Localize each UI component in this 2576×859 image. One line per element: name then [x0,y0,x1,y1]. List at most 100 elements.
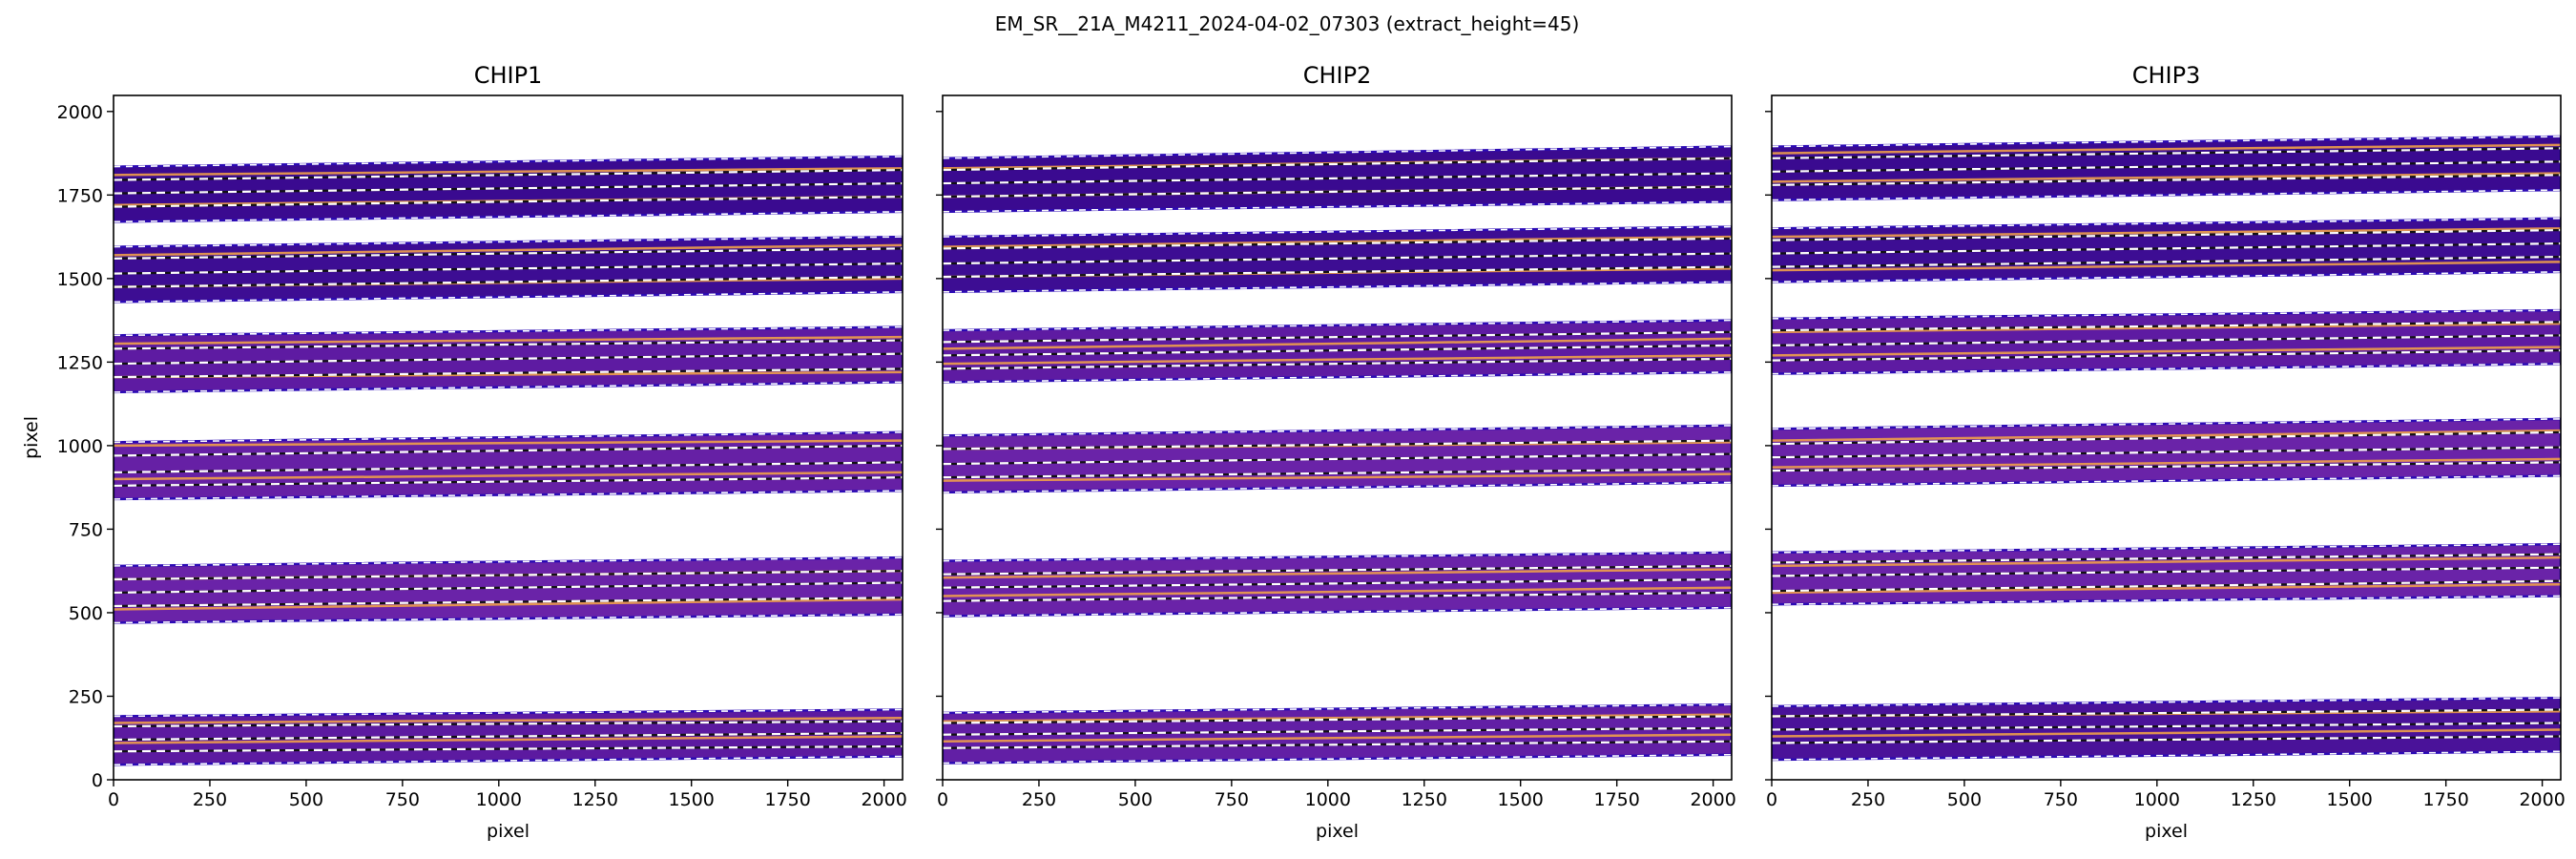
trace-dashed-line [1772,321,2561,332]
spectral-order-2 [943,551,1732,618]
y-tick-label: 1500 [57,269,103,290]
trace-dashed-line [1772,241,2561,255]
emission-streak [114,167,903,177]
x-tick-label: 0 [937,789,948,810]
trace-dashed-line [114,720,903,728]
x-tick-label: 250 [1022,789,1056,810]
trace-dashed-line [943,452,1732,466]
order-edge-upper [943,425,1732,437]
order-edge-upper [943,145,1732,159]
emission-streak [1772,346,2561,357]
plot-area [943,145,1732,765]
trace-dashed-line [943,468,1732,479]
trace-dashed-line [114,581,903,595]
trace-dashed-line [943,265,1732,279]
order-edge-lower [943,371,1732,384]
order-edge-upper [1772,418,2561,430]
emission-streak [1772,172,2561,183]
trace-dashed-line [1772,553,2561,564]
trace-dashed-line [943,330,1732,344]
chart-panel-1: CHIP1 0 250 500 750 1000 1250 1500 1750 2000 0 250 5… [21,62,907,842]
spectral-order-3 [943,424,1732,494]
x-tick-label: 1500 [669,789,715,810]
y-axis-ticks: 0 250 500 750 1000 1250 1500 1750 2000 [57,102,114,791]
x-tick-label: 750 [1215,789,1249,810]
order-edge-upper [1772,309,2561,320]
trace-dashed-line [943,157,1732,172]
trace-dashed-line [114,181,903,195]
trace-dashed-line [943,344,1732,357]
trace-dashed-line [114,597,903,608]
emission-streak [1772,555,2561,568]
trace-dashed-line [1772,160,2561,173]
order-edge-upper [114,325,903,337]
emission-streak [114,471,903,481]
emission-streak [114,597,903,611]
spectral-order-1 [943,702,1732,765]
trace-dashed-line [943,715,1732,724]
trace-dashed-line [943,439,1732,450]
order-edge-upper [1772,136,2561,148]
trace-dashed-line [114,247,903,260]
order-edge-upper [943,703,1732,714]
x-axis-ticks: 0 250 500 750 1000 1250 1500 1750 2000 [937,780,1736,810]
spectral-order-4 [1772,308,2561,375]
order-edge-upper [1772,543,2561,554]
x-tick-label: 1000 [2134,789,2180,810]
trace-dashed-line [1772,228,2561,241]
axes-frame [942,94,1733,781]
spectral-order-4 [943,319,1732,384]
spectral-order-1 [1772,696,2561,762]
plot-area [1772,135,2561,762]
trace-dashed-line [114,731,903,742]
order-edge-lower [943,281,1732,293]
order-band [1772,217,2561,283]
emission-streak [943,472,1732,482]
trace-dashed-line [114,262,903,275]
spectral-order-5 [943,225,1732,294]
y-axis-ticks [936,111,943,781]
chart-panel-2: CHIP2 0 250 500 750 1000 1250 1500 1750 2000 pixel [936,62,1736,842]
trace-dashed-line [114,570,903,581]
panel-title: CHIP3 [2132,62,2201,89]
emission-streak [114,335,903,346]
order-band [1772,308,2561,375]
trace-dashed-line [943,172,1732,185]
figure-suptitle: EM_SR__21A_M4211_2024-04-02_07303 (extra… [995,12,1580,35]
order-edge-lower [114,490,903,500]
spectral-order-5 [114,235,903,304]
trace-dashed-line [943,740,1732,749]
spectral-order-6 [1772,135,2561,201]
emission-streak [1772,429,2561,442]
emission-streak [1772,143,2561,155]
spectral-order-3 [114,430,903,501]
emission-streak [114,243,903,257]
order-edge-upper [114,708,903,718]
x-tick-label: 1750 [2422,789,2468,810]
x-tick-label: 1250 [2231,789,2276,810]
x-tick-label: 1500 [1498,789,1544,810]
x-tick-label: 500 [1118,789,1153,810]
order-edge-lower [943,481,1732,493]
order-edge-lower [1772,271,2561,283]
trace-dashed-line [1772,461,2561,472]
panel-title: CHIP2 [1303,62,1372,89]
trace-dashed-line [943,237,1732,250]
trace-dashed-line [1772,174,2561,186]
trace-dashed-line [114,476,903,488]
x-axis-label: pixel [1316,821,1359,842]
chip-panels: CHIP1 0 250 500 750 1000 1250 1500 1750 2000 0 250 5… [21,62,2566,842]
order-edge-lower [1772,363,2561,375]
order-edge-lower [114,613,903,624]
spectral-order-6 [943,145,1732,214]
trace-dashed-line [114,339,903,350]
trace-dashed-line [1772,735,2561,744]
trace-dashed-line [1772,708,2561,718]
order-edge-upper [943,319,1732,331]
y-tick-label: 1000 [57,436,103,457]
x-tick-label: 1750 [764,789,810,810]
x-tick-label: 750 [385,789,420,810]
emission-streak [943,713,1732,723]
x-tick-label: 1000 [1305,789,1351,810]
x-tick-label: 2000 [1690,789,1735,810]
